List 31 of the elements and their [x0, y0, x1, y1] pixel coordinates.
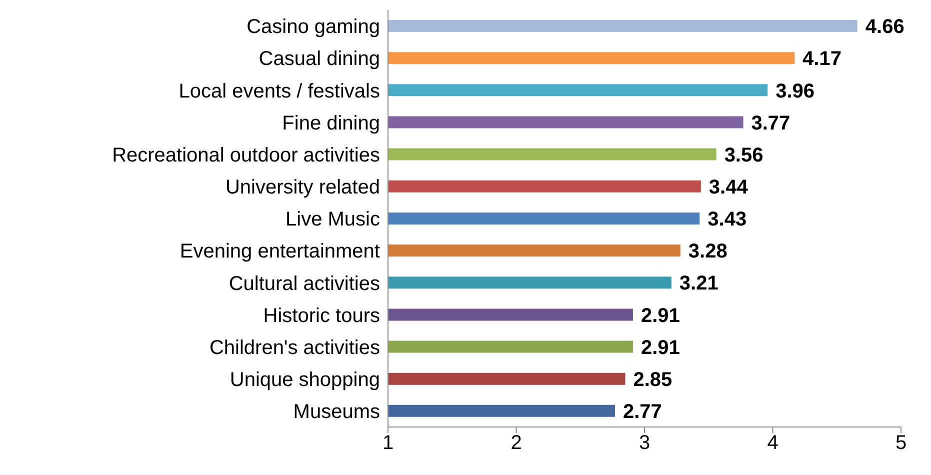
data-label: 3.28 — [688, 240, 728, 263]
y-tick-label: Unique shopping — [230, 368, 380, 391]
y-tick-label: Evening entertainment — [180, 240, 380, 263]
y-tick-label: Recreational outdoor activities — [112, 144, 380, 166]
data-label: 2.91 — [640, 336, 680, 359]
y-tick-label: Local events / festivals — [178, 80, 380, 102]
y-tick-label: Children's activities — [209, 336, 380, 359]
x-tick-label: 4 — [767, 432, 778, 454]
y-tick-label: Fine dining — [282, 112, 380, 134]
data-label: 2.77 — [623, 401, 662, 424]
data-label: 3.77 — [751, 112, 790, 134]
x-tick-label: 1 — [382, 432, 394, 454]
x-tick-label: 2 — [510, 432, 522, 454]
data-label: 2.85 — [633, 368, 672, 391]
data-label: 3.96 — [776, 80, 815, 102]
data-label: 3.56 — [724, 144, 764, 166]
y-tick-label: University related — [225, 176, 380, 199]
y-tick-label: Historic tours — [263, 304, 380, 327]
data-label: 3.43 — [708, 208, 747, 231]
y-tick-label: Cultural activities — [228, 272, 380, 295]
data-label: 4.66 — [865, 16, 904, 38]
data-label: 3.21 — [679, 272, 718, 295]
data-label: 2.91 — [640, 304, 680, 327]
y-tick-label: Casino gaming — [246, 16, 380, 38]
y-tick-label: Museums — [293, 401, 380, 424]
data-label: 4.17 — [802, 48, 842, 70]
x-tick-label: 5 — [895, 432, 907, 454]
y-tick-label: Live Music — [286, 208, 380, 231]
y-tick-label: Casual dining — [258, 48, 380, 70]
x-tick-label: 3 — [638, 432, 650, 454]
data-label: 3.44 — [708, 176, 749, 198]
